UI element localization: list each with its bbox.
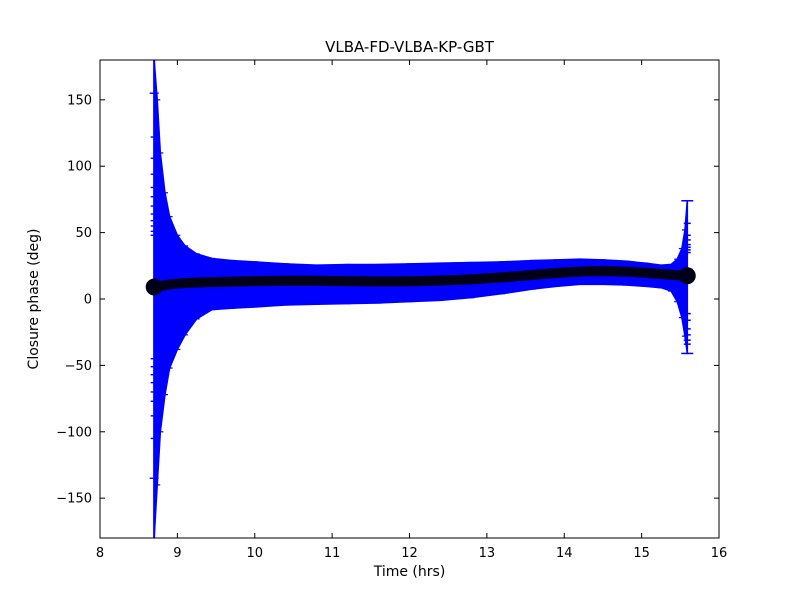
y-tick-label: 0 [84,293,92,308]
mean-line [149,266,693,293]
x-tick-label: 10 [246,546,263,561]
data-layer [145,60,696,538]
y-axis-label: Closure phase (deg) [26,228,42,370]
x-tick-label: 16 [711,546,728,561]
x-tick-label: 11 [324,546,341,561]
y-tick-label: 150 [67,93,92,108]
x-tick-label: 14 [556,546,573,561]
y-tick-label: 100 [67,160,92,175]
y-tick-label: −150 [56,492,92,507]
y-tick-label: −100 [56,425,92,440]
error-band [153,60,689,538]
y-tick-label: −50 [65,359,92,374]
chart-title: VLBA-FD-VLBA-KP-GBT [325,38,494,56]
x-tick-label: 8 [96,546,104,561]
x-tick-label: 9 [173,546,181,561]
x-axis-label: Time (hrs) [373,564,446,580]
data-point-marker [678,267,696,285]
x-tick-label: 12 [401,546,418,561]
x-tick-label: 13 [479,546,496,561]
y-tick-label: 50 [75,226,92,241]
data-point-marker [145,278,163,296]
x-tick-label: 15 [633,546,650,561]
